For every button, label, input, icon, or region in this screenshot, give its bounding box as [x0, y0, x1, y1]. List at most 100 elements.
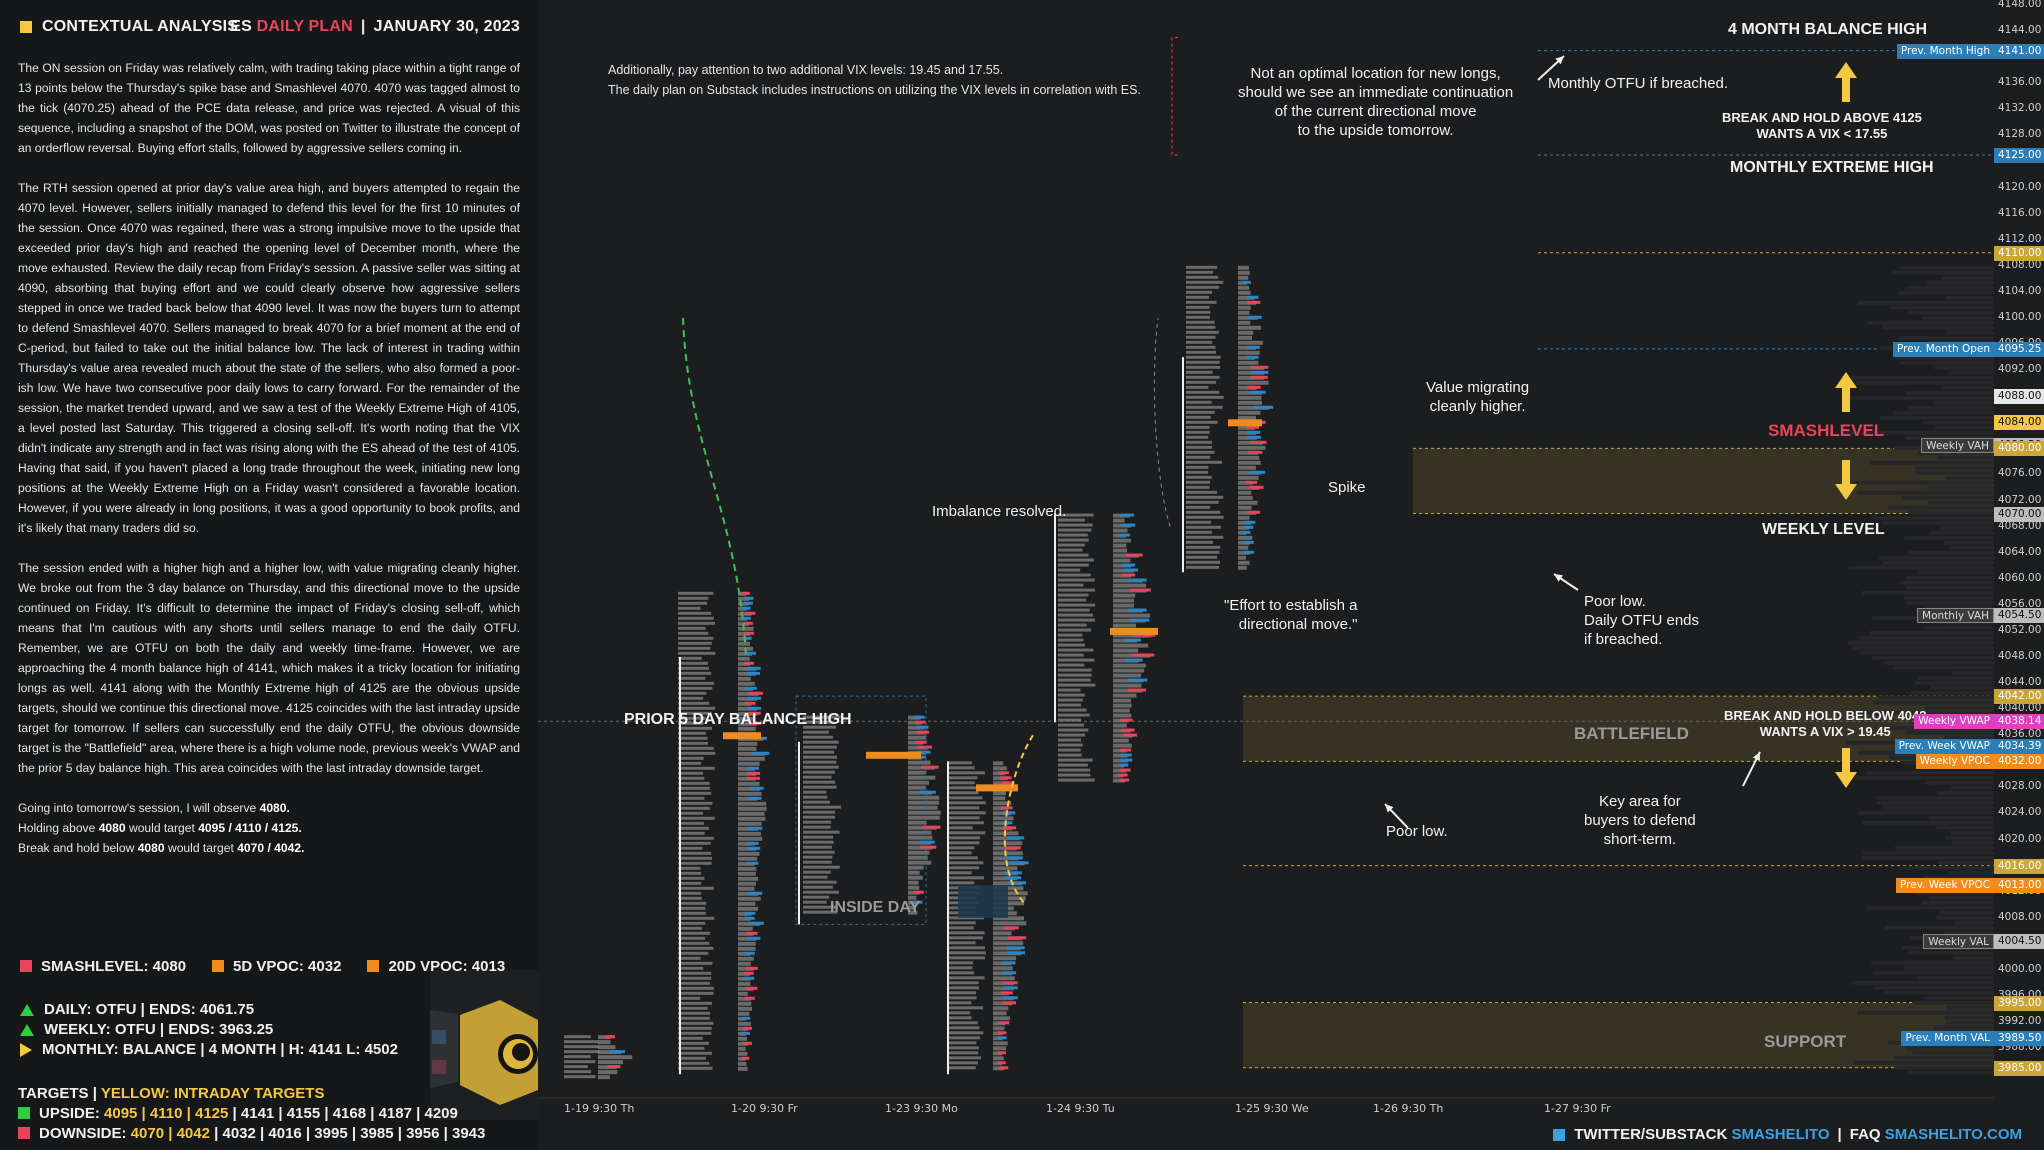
delta-bar	[1119, 768, 1131, 772]
volume-bar	[993, 961, 1012, 966]
not-optimal-note: Not an optimal location for new longs, s…	[1238, 65, 1514, 139]
tpo-letters	[948, 1011, 971, 1015]
tpo-letters	[1058, 618, 1095, 622]
tpo-letters	[1058, 608, 1090, 612]
delta-bar	[746, 766, 759, 770]
composite-volume-bar	[1882, 560, 1994, 565]
price-level-name: Weekly VAH	[1921, 438, 1994, 454]
composite-volume-bar	[1937, 790, 1994, 795]
volume-bar	[908, 885, 920, 890]
volume-bar	[738, 1001, 752, 1006]
delta-bar	[742, 616, 751, 620]
tpo-letters	[678, 731, 706, 735]
tpo-letters	[678, 926, 702, 930]
volume-bar	[1238, 500, 1258, 505]
delta-bar	[1119, 533, 1130, 537]
tpo-letters	[948, 941, 976, 945]
price-level-name: Prev. Month High	[1896, 43, 1994, 59]
composite-volume-bar	[1909, 510, 1994, 515]
volume-bar	[738, 626, 754, 631]
tpo-letters	[948, 841, 980, 845]
volume-bar	[993, 1051, 1003, 1056]
tpo-letters	[678, 1011, 711, 1015]
volume-bar	[993, 1011, 1007, 1016]
volume-bar	[738, 591, 746, 596]
daily-status: DAILY: OTFU | ENDS: 4061.75	[20, 1000, 398, 1020]
tpo-letters	[803, 850, 835, 854]
volume-bar	[738, 726, 756, 731]
tpo-letters	[803, 780, 836, 784]
volume-bar	[908, 725, 925, 730]
tpo-letters	[678, 1026, 712, 1030]
tpo-letters	[1186, 285, 1219, 289]
tpo-letters	[803, 740, 839, 744]
tpo-letters	[678, 856, 713, 860]
volume-bar	[908, 850, 930, 855]
delta-bar	[743, 971, 754, 975]
volume-bar	[1238, 360, 1259, 365]
composite-volume-bar	[1892, 270, 1994, 275]
delta-bar	[1251, 370, 1269, 374]
tpo-letters	[948, 766, 975, 770]
tpo-letters	[1058, 653, 1084, 657]
volume-bar	[738, 856, 758, 861]
composite-volume-bar	[1902, 495, 1994, 500]
tpo-letters	[1058, 678, 1091, 682]
delta-bar	[914, 715, 925, 719]
composite-volume-bar	[1905, 730, 1994, 735]
weekly-status: WEEKLY: OTFU | ENDS: 3963.25	[20, 1020, 398, 1040]
price-tick: 4064.00	[1998, 545, 2042, 558]
twitter-handle-link[interactable]: SMASHELITO	[1731, 1126, 1830, 1143]
prior-5-day-balance-label: PRIOR 5 DAY BALANCE HIGH	[624, 711, 852, 728]
volume-bar	[908, 860, 932, 865]
delta-bar	[1000, 806, 1013, 810]
tpo-letters	[803, 880, 837, 884]
downside-targets: DOWNSIDE: 4070 | 4042 | 4032 | 4016 | 39…	[18, 1124, 485, 1144]
composite-volume-bar	[1923, 420, 1994, 425]
tpo-letters	[678, 816, 715, 820]
tpo-letters	[1058, 713, 1090, 717]
tpo-letters	[803, 875, 828, 879]
tpo-letters	[948, 796, 983, 800]
tpo-letters	[1186, 460, 1222, 464]
tpo-letters	[678, 1016, 710, 1020]
delta-bar	[1242, 280, 1252, 284]
tpo-letters	[1058, 663, 1085, 667]
tpo-letters	[678, 896, 702, 900]
delta-bar	[744, 611, 756, 615]
volume-bar	[1113, 528, 1128, 533]
delta-bar	[1253, 405, 1274, 409]
tpo-letters	[803, 905, 838, 909]
paragraph-overnight: The ON session on Friday was relatively …	[18, 61, 520, 155]
tpo-letters	[948, 786, 984, 790]
tpo-letters	[948, 981, 979, 985]
volume-bar	[738, 1026, 748, 1031]
delta-bar	[1246, 425, 1260, 429]
volume-bar	[1238, 320, 1251, 325]
value-migrating-note: Value migrating cleanly higher.	[1426, 379, 1530, 415]
square-bullet-icon	[18, 1107, 30, 1119]
tpo-letters	[1058, 623, 1087, 627]
tpo-letters	[1186, 450, 1215, 454]
volume-bar	[1113, 708, 1130, 713]
time-label: 1-25 9:30 We	[1235, 1102, 1309, 1115]
delta-bar	[1005, 856, 1023, 860]
tpo-letters	[948, 881, 975, 885]
tpo-letters	[1058, 583, 1084, 587]
tpo-letters	[1186, 380, 1217, 384]
tpo-letters	[1186, 400, 1212, 404]
square-bullet-icon	[20, 960, 32, 972]
website-link[interactable]: SMASHELITO.COM	[1884, 1126, 2022, 1143]
volume-bar	[1238, 295, 1255, 300]
tpo-letters	[1058, 613, 1093, 617]
volume-bar	[738, 901, 756, 906]
delta-bar	[745, 686, 757, 690]
delta-bar	[920, 845, 937, 849]
volume-bar	[1113, 573, 1132, 578]
composite-volume-bar	[1875, 985, 1994, 990]
tpo-letters	[678, 821, 704, 825]
volume-bar	[738, 811, 765, 816]
tpo-letters	[948, 826, 973, 830]
delta-bar	[919, 840, 935, 844]
composite-volume-bar	[1937, 860, 1994, 865]
